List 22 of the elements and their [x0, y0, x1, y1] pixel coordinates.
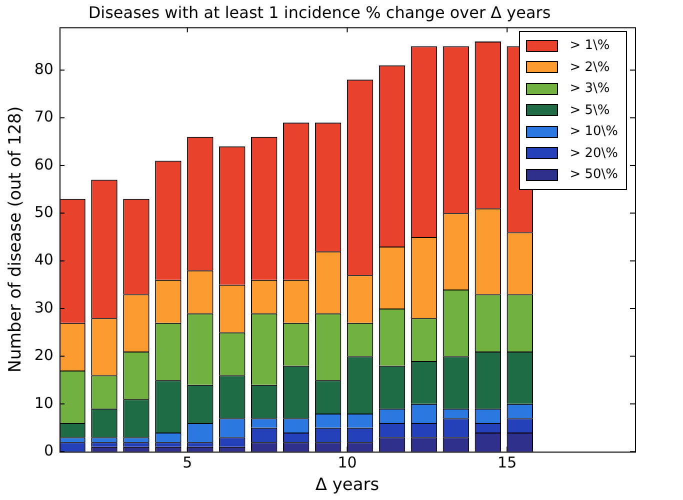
- x-tick-label: 15: [498, 453, 517, 472]
- y-tick-label: 70: [34, 108, 54, 126]
- y-tick-label: 50: [34, 203, 54, 222]
- y-axis-title: Number of disease (out of 128): [6, 106, 26, 372]
- legend-label: > 1\%: [570, 38, 610, 54]
- y-tick-label: 80: [34, 60, 54, 78]
- legend-label: > 3\%: [570, 81, 610, 96]
- legend-label: > 50\%: [570, 167, 618, 182]
- y-tick-label: 0: [44, 441, 54, 460]
- legend-label: > 2\%: [570, 60, 610, 75]
- chart-title: Diseases with at least 1 incidence % change over Δ years: [88, 2, 551, 22]
- x-tick-label: 10: [338, 453, 357, 472]
- y-tick-label: 20: [34, 346, 54, 364]
- x-axis-title: Δ years: [315, 475, 380, 496]
- legend-label: > 10\%: [570, 124, 618, 140]
- legend-label: > 5\%: [570, 102, 610, 118]
- y-tick-label: 40: [34, 250, 54, 269]
- y-tick-label: 10: [34, 394, 54, 412]
- y-tick-label: 30: [34, 298, 54, 316]
- x-tick-label: 5: [182, 453, 192, 472]
- y-tick-label: 60: [34, 155, 54, 174]
- legend-label: > 20\%: [570, 146, 618, 161]
